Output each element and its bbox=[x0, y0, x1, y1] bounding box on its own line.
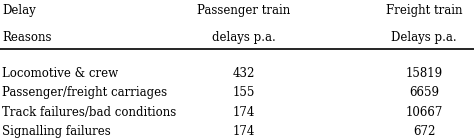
Text: 174: 174 bbox=[233, 106, 255, 119]
Text: 174: 174 bbox=[233, 125, 255, 138]
Text: Signalling failures: Signalling failures bbox=[2, 125, 111, 138]
Text: Reasons: Reasons bbox=[2, 31, 52, 44]
Text: 432: 432 bbox=[233, 67, 255, 80]
Text: 6659: 6659 bbox=[409, 86, 439, 99]
Text: 15819: 15819 bbox=[406, 67, 443, 80]
Text: Delays p.a.: Delays p.a. bbox=[392, 31, 457, 44]
Text: 155: 155 bbox=[233, 86, 255, 99]
Text: 10667: 10667 bbox=[406, 106, 443, 119]
Text: Passenger/freight carriages: Passenger/freight carriages bbox=[2, 86, 167, 99]
Text: 672: 672 bbox=[413, 125, 436, 138]
Text: Track failures/bad conditions: Track failures/bad conditions bbox=[2, 106, 177, 119]
Text: Passenger train: Passenger train bbox=[198, 4, 291, 17]
Text: Freight train: Freight train bbox=[386, 4, 463, 17]
Text: Delay: Delay bbox=[2, 4, 36, 17]
Text: Locomotive & crew: Locomotive & crew bbox=[2, 67, 118, 80]
Text: delays p.a.: delays p.a. bbox=[212, 31, 276, 44]
